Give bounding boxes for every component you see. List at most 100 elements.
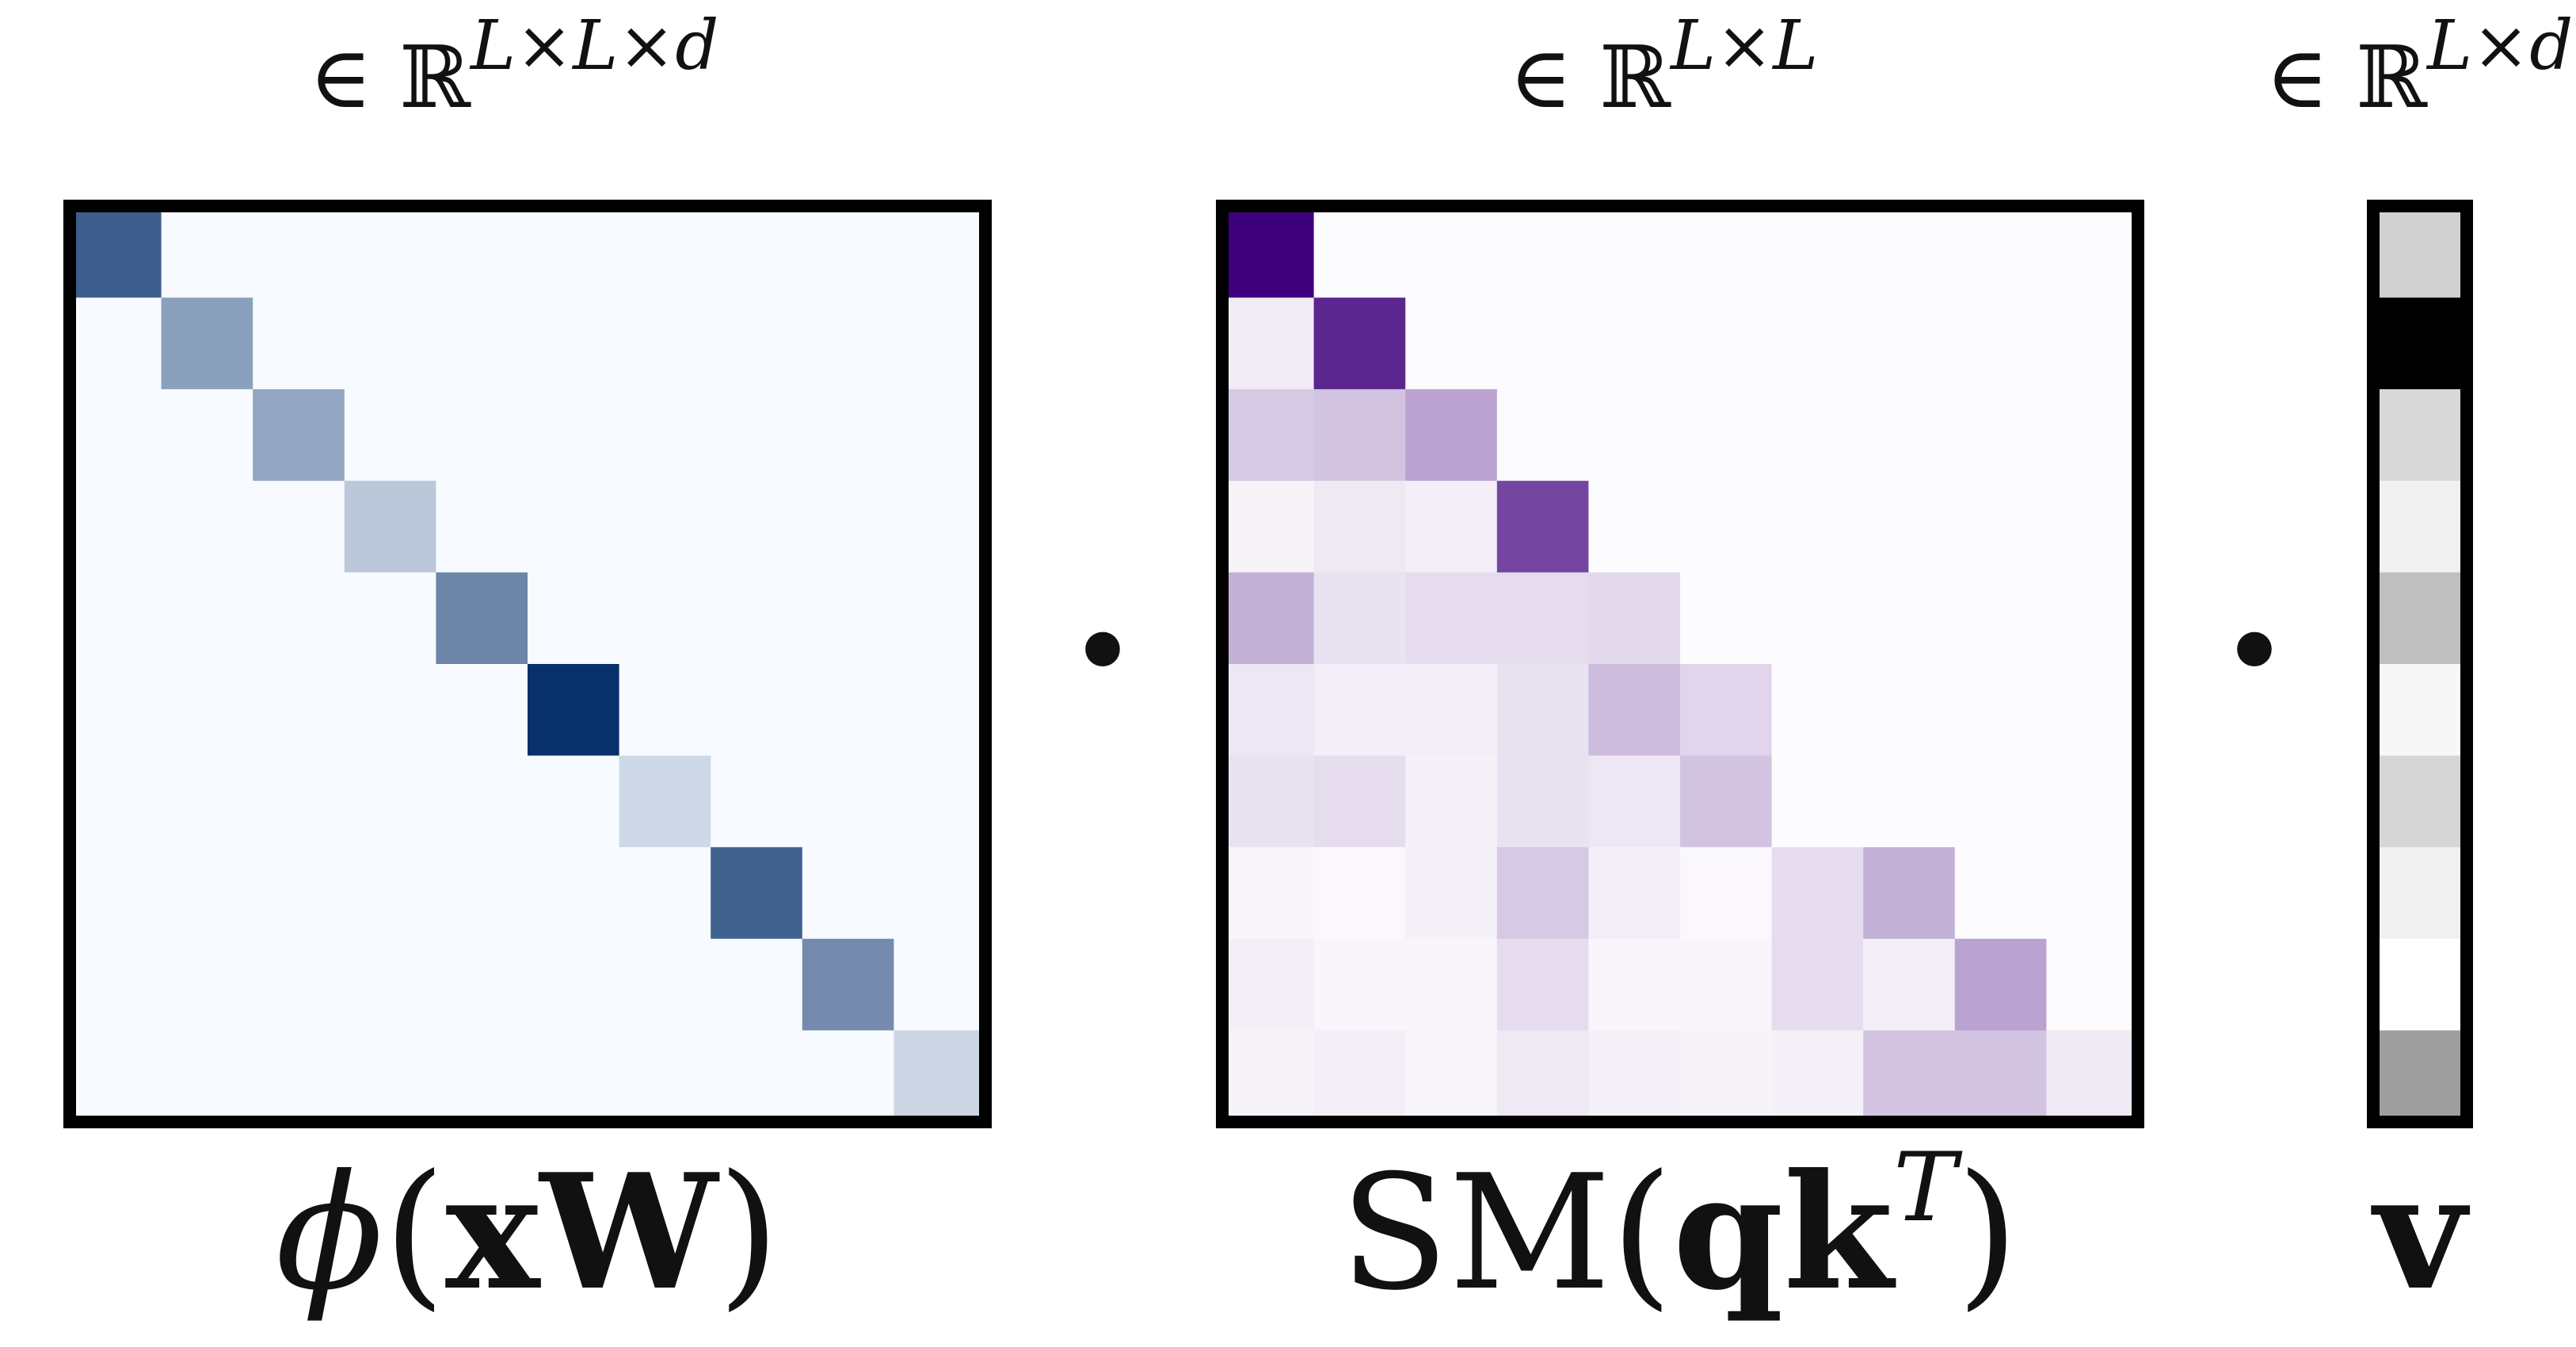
- phi-cell-7-1: [161, 847, 253, 940]
- v-cell-2: [2373, 389, 2467, 482]
- phi-cell-5-6: [619, 664, 711, 757]
- softmax-cell-7-1: [1313, 847, 1406, 940]
- phi-cell-5-2: [253, 664, 345, 757]
- softmax-cell-1-6: [1771, 297, 1864, 390]
- softmax-cell-1-8: [1954, 297, 2047, 390]
- softmax-cell-7-9: [2046, 847, 2139, 940]
- softmax-cell-7-7: [1863, 847, 1956, 940]
- phi-cell-9-1: [161, 1030, 253, 1123]
- softmax-cell-3-4: [1588, 480, 1681, 573]
- phi-cell-5-8: [802, 664, 894, 757]
- softmax-caption: SM(qkT): [1340, 1133, 2018, 1326]
- softmax-cell-4-0: [1222, 572, 1315, 665]
- softmax-cell-9-4: [1588, 1030, 1681, 1123]
- softmax-cell-5-6: [1771, 664, 1864, 757]
- softmax-cell-8-4: [1588, 938, 1681, 1031]
- phi-cell-0-4: [436, 206, 528, 299]
- softmax-cell-2-4: [1588, 389, 1681, 482]
- phi-cell-0-6: [619, 206, 711, 299]
- softmax-cell-5-8: [1954, 664, 2047, 757]
- v-cell-9: [2373, 1030, 2467, 1123]
- phi-cell-8-7: [711, 938, 803, 1031]
- phi-cell-7-8: [802, 847, 894, 940]
- phi-cell-2-5: [528, 389, 620, 482]
- softmax-cell-3-5: [1680, 480, 1773, 573]
- phi-cell-3-3: [344, 480, 436, 573]
- softmax-cell-6-6: [1771, 755, 1864, 848]
- softmax-cell-1-2: [1405, 297, 1498, 390]
- phi-cell-9-3: [344, 1030, 436, 1123]
- softmax-cell-8-8: [1954, 938, 2047, 1031]
- softmax-cell-7-6: [1771, 847, 1864, 940]
- softmax-cell-2-3: [1496, 389, 1589, 482]
- phi-cell-1-6: [619, 297, 711, 390]
- softmax-cell-2-0: [1222, 389, 1315, 482]
- phi-cell-4-7: [711, 572, 803, 665]
- softmax-cell-9-8: [1954, 1030, 2047, 1123]
- phi-cell-2-0: [70, 389, 162, 482]
- softmax-cell-5-5: [1680, 664, 1773, 757]
- softmax-dim-label: ∈ ℝL×L: [1509, 6, 1818, 128]
- phi-cell-0-5: [528, 206, 620, 299]
- softmax-cell-0-0: [1222, 206, 1315, 299]
- phi-cell-4-3: [344, 572, 436, 665]
- phi-cell-4-1: [161, 572, 253, 665]
- softmax-cell-8-1: [1313, 938, 1406, 1031]
- softmax-cell-5-1: [1313, 664, 1406, 757]
- softmax-cell-3-9: [2046, 480, 2139, 573]
- softmax-cell-5-7: [1863, 664, 1956, 757]
- phi-cell-6-2: [253, 755, 345, 848]
- softmax-cell-3-6: [1771, 480, 1864, 573]
- phi-cell-8-9: [894, 938, 986, 1031]
- phi-cell-9-0: [70, 1030, 162, 1123]
- softmax-cell-4-4: [1588, 572, 1681, 665]
- softmax-cell-2-7: [1863, 389, 1956, 482]
- softmax-cell-5-2: [1405, 664, 1498, 757]
- phi-cell-8-1: [161, 938, 253, 1031]
- softmax-cell-9-3: [1496, 1030, 1589, 1123]
- phi-cell-5-7: [711, 664, 803, 757]
- phi-cell-9-5: [528, 1030, 620, 1123]
- softmax-cell-2-1: [1313, 389, 1406, 482]
- softmax-cell-4-7: [1863, 572, 1956, 665]
- softmax-cell-0-4: [1588, 206, 1681, 299]
- phi-cell-0-2: [253, 206, 345, 299]
- softmax-cell-4-1: [1313, 572, 1406, 665]
- phi-matrix-border: [63, 200, 992, 1128]
- phi-cell-8-8: [802, 938, 894, 1031]
- v-cell-1: [2373, 297, 2467, 390]
- softmax-cell-3-3: [1496, 480, 1589, 573]
- softmax-cell-3-7: [1863, 480, 1956, 573]
- phi-cell-7-9: [894, 847, 986, 940]
- phi-cell-4-6: [619, 572, 711, 665]
- softmax-cell-1-9: [2046, 297, 2139, 390]
- dot-operator-1: •: [1068, 584, 1137, 722]
- softmax-cell-6-2: [1405, 755, 1498, 848]
- softmax-cell-0-7: [1863, 206, 1956, 299]
- softmax-cell-3-1: [1313, 480, 1406, 573]
- softmax-cell-6-0: [1222, 755, 1315, 848]
- phi-cell-1-0: [70, 297, 162, 390]
- softmax-cell-2-2: [1405, 389, 1498, 482]
- softmax-cell-6-4: [1588, 755, 1681, 848]
- phi-cell-3-6: [619, 480, 711, 573]
- softmax-cell-6-1: [1313, 755, 1406, 848]
- phi-cell-8-4: [436, 938, 528, 1031]
- softmax-cell-7-4: [1588, 847, 1681, 940]
- softmax-cell-8-2: [1405, 938, 1498, 1031]
- softmax-cell-4-5: [1680, 572, 1773, 665]
- softmax-cell-9-7: [1863, 1030, 1956, 1123]
- phi-cell-2-7: [711, 389, 803, 482]
- phi-cell-2-1: [161, 389, 253, 482]
- phi-cell-7-7: [711, 847, 803, 940]
- softmax-cell-1-5: [1680, 297, 1773, 390]
- phi-cell-7-6: [619, 847, 711, 940]
- phi-cell-5-1: [161, 664, 253, 757]
- softmax-cell-8-0: [1222, 938, 1315, 1031]
- softmax-cell-1-7: [1863, 297, 1956, 390]
- softmax-cell-9-6: [1771, 1030, 1864, 1123]
- phi-cell-3-9: [894, 480, 986, 573]
- phi-cell-5-4: [436, 664, 528, 757]
- phi-cell-3-1: [161, 480, 253, 573]
